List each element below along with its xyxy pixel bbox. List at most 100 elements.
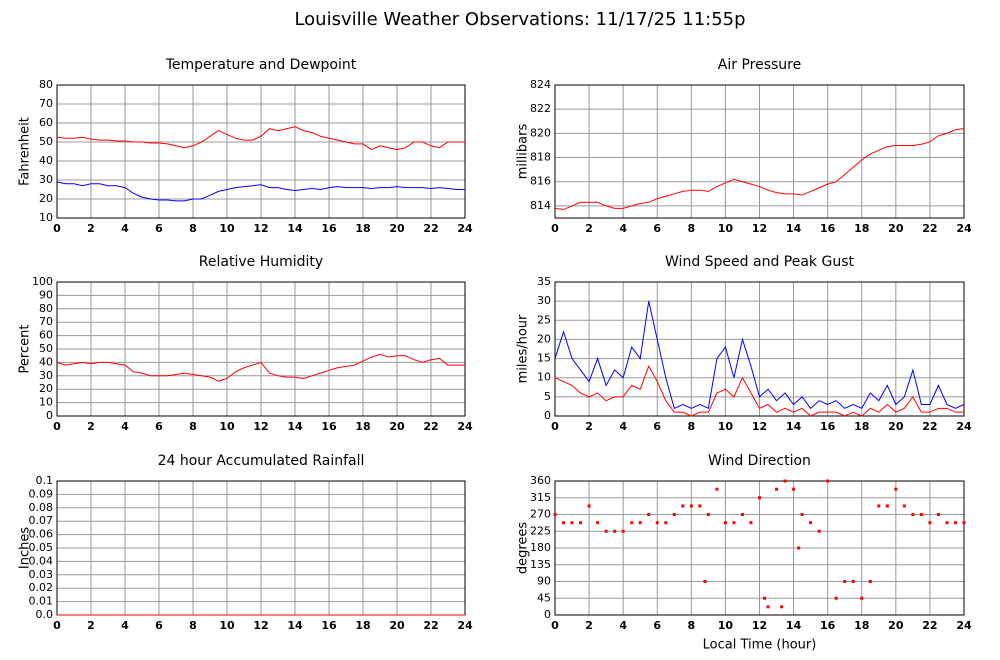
y-tick-label: 0.02: [29, 581, 54, 594]
data-point: [775, 487, 779, 491]
x-tick-label: 4: [121, 619, 129, 632]
x-tick-label: 0: [53, 420, 61, 433]
plot-frame: [554, 281, 965, 417]
x-tick-label: 10: [718, 619, 734, 632]
x-tick-label: 0: [551, 619, 559, 632]
data-point: [902, 504, 906, 508]
y-tick-label: 45: [537, 591, 551, 604]
x-tick-label: 12: [752, 222, 767, 235]
data-point: [780, 605, 784, 609]
x-tick-label: 12: [752, 619, 767, 632]
x-tick-label: 4: [121, 420, 129, 433]
data-point: [758, 496, 761, 500]
x-tick-label: 24: [457, 222, 473, 235]
y-tick-label: 20: [39, 382, 53, 395]
x-tick-label: 16: [820, 619, 836, 632]
y-tick-label: 180: [530, 541, 551, 554]
y-tick-label: 225: [530, 524, 551, 537]
data-point: [953, 521, 957, 525]
data-point: [894, 487, 898, 491]
x-tick-label: 22: [922, 420, 937, 433]
x-tick-label: 22: [423, 619, 438, 632]
x-axis-label: Local Time (hour): [703, 638, 817, 653]
y-tick-label: 30: [39, 173, 53, 186]
data-point: [809, 521, 813, 525]
y-tick-label: 10: [39, 396, 53, 409]
y-tick-label: 0.07: [29, 514, 54, 527]
y-tick-label: 0.04: [29, 554, 54, 567]
panel-title: Relative Humidity: [199, 254, 323, 270]
y-axis-label: millibars: [516, 124, 531, 180]
y-tick-label: 50: [39, 135, 53, 148]
data-point: [783, 479, 787, 483]
data-point: [638, 521, 642, 525]
y-tick-label: 0.1: [36, 474, 54, 487]
data-line: [554, 365, 964, 417]
y-tick-label: 15: [537, 352, 551, 365]
data-point: [860, 596, 864, 600]
data-point: [868, 580, 872, 583]
data-point: [562, 521, 566, 525]
x-tick-label: 6: [653, 420, 661, 433]
data-point: [706, 513, 710, 516]
data-point: [962, 521, 966, 525]
x-tick-label: 10: [219, 619, 235, 632]
y-tick-label: 80: [39, 78, 53, 91]
x-tick-label: 8: [189, 619, 197, 632]
x-tick-label: 2: [87, 420, 95, 433]
x-tick-label: 18: [854, 619, 869, 632]
data-point: [749, 521, 753, 525]
y-tick-label: 814: [530, 199, 551, 212]
x-tick-label: 12: [253, 420, 268, 433]
x-tick-label: 24: [457, 619, 473, 632]
y-axis-label: miles/hour: [516, 314, 531, 383]
x-tick-label: 4: [619, 420, 627, 433]
data-point: [723, 521, 727, 525]
y-tick-label: 60: [39, 116, 53, 129]
y-tick-label: 360: [530, 474, 551, 487]
y-tick-label: 315: [530, 491, 551, 504]
data-point: [715, 487, 719, 491]
x-tick-label: 2: [585, 222, 593, 235]
x-tick-label: 22: [423, 222, 438, 235]
data-point: [797, 546, 801, 550]
y-tick-label: 30: [39, 369, 53, 382]
data-line: [56, 126, 465, 151]
x-tick-label: 8: [688, 222, 696, 235]
x-tick-label: 8: [688, 619, 696, 632]
data-point: [655, 521, 659, 525]
y-tick-label: 0.06: [29, 528, 54, 541]
y-tick-label: 820: [530, 126, 551, 139]
x-tick-label: 12: [253, 222, 268, 235]
data-point: [826, 479, 830, 483]
x-tick-label: 20: [888, 222, 904, 235]
x-tick-label: 24: [457, 420, 473, 433]
y-tick-label: 40: [39, 154, 53, 167]
x-tick-label: 0: [53, 619, 61, 632]
data-point: [596, 521, 600, 525]
data-point: [621, 529, 625, 533]
y-tick-label: 70: [39, 97, 53, 110]
x-tick-label: 14: [786, 222, 802, 235]
x-tick-label: 18: [854, 222, 869, 235]
y-tick-label: 70: [39, 315, 53, 328]
y-tick-label: 100: [32, 275, 53, 288]
data-point: [763, 596, 767, 600]
x-tick-label: 20: [888, 619, 904, 632]
x-tick-label: 4: [619, 222, 627, 235]
y-tick-label: 35: [537, 275, 551, 288]
y-tick-label: 50: [39, 342, 53, 355]
data-point: [732, 521, 736, 525]
plot-frame: [554, 84, 965, 219]
y-axis-label: degrees: [516, 522, 531, 575]
x-tick-label: 22: [922, 619, 937, 632]
x-tick-label: 8: [189, 222, 197, 235]
x-tick-label: 6: [155, 619, 163, 632]
y-axis-label: Percent: [18, 325, 33, 374]
x-tick-label: 10: [718, 222, 734, 235]
data-point: [630, 521, 634, 525]
data-point: [911, 513, 915, 516]
x-tick-label: 16: [321, 619, 337, 632]
x-tick-label: 14: [287, 222, 303, 235]
y-tick-label: 90: [39, 288, 53, 301]
